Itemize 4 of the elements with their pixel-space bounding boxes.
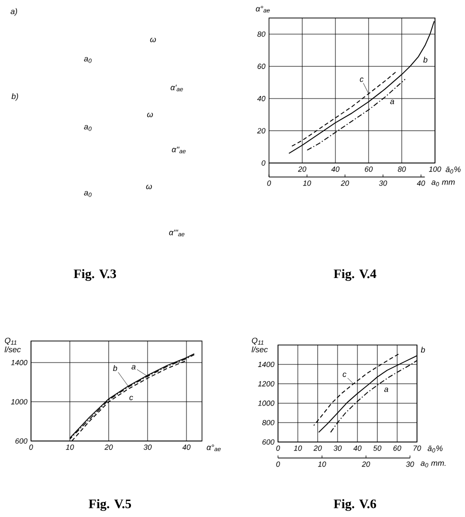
- text: Fig. V.4: [334, 269, 376, 281]
- text: Fig. V.3: [74, 269, 116, 281]
- text: Fig. V.6: [334, 499, 376, 511]
- text: Fig. V.5: [88, 499, 132, 511]
